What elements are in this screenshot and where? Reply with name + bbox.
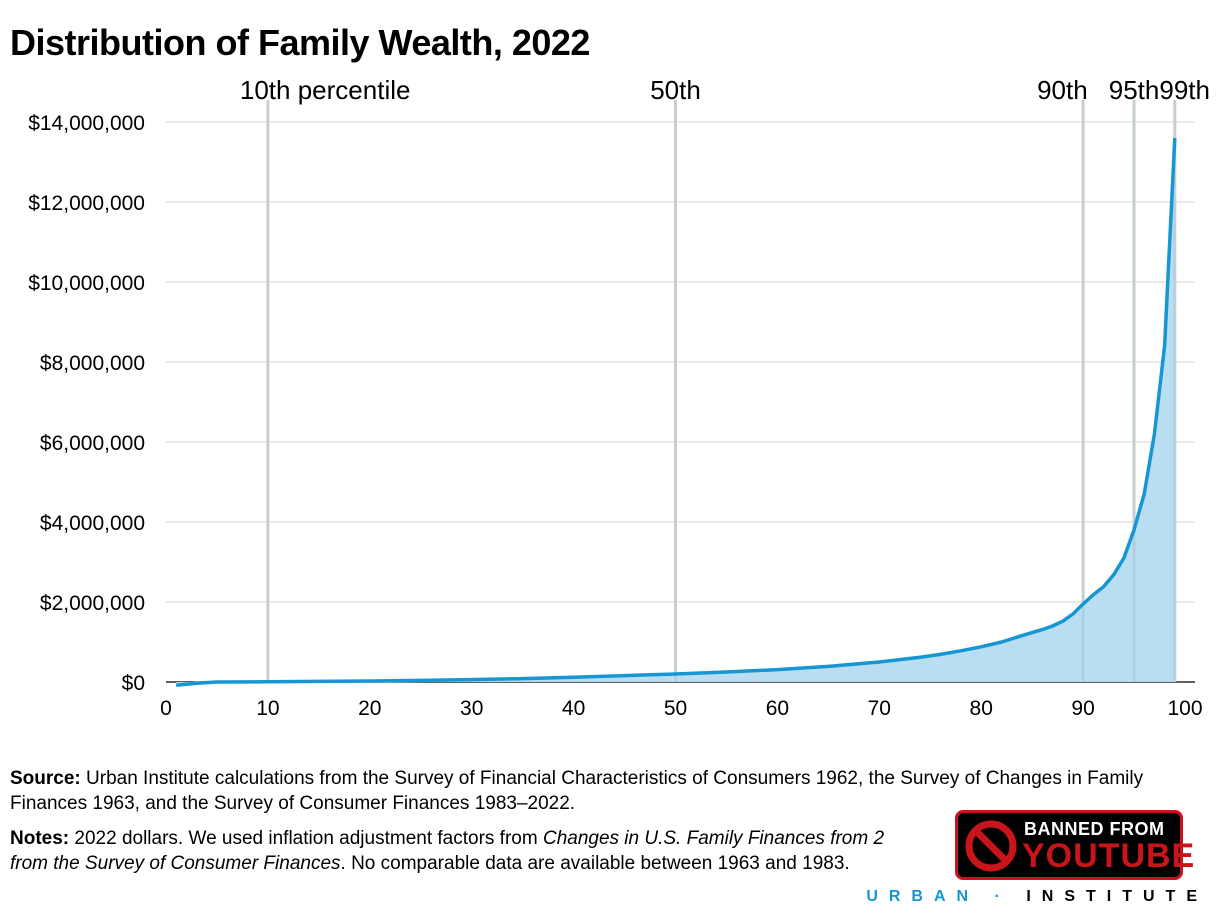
- brand-separator: ·: [994, 888, 1011, 905]
- brand-part2: INSTITUTE: [1026, 888, 1208, 905]
- percentile-label: 10th percentile: [240, 75, 411, 105]
- notes-text-3: . No comparable data are available betwe…: [340, 853, 850, 874]
- x-tick-label: 80: [970, 697, 993, 720]
- source-text: Urban Institute calculations from the Su…: [10, 768, 1144, 814]
- y-axis-ticks: $0 $2,000,000 $4,000,000 $6,000,000 $8,000,0…: [28, 112, 145, 695]
- source-label: Source:: [10, 768, 81, 789]
- x-tick-label: 0: [160, 697, 172, 720]
- percentile-marker-labels: 10th percentile 50th 90th 95th 99th: [240, 75, 1210, 105]
- y-tick-label: $10,000,000: [28, 272, 145, 295]
- prohibited-icon: [965, 820, 1017, 872]
- notes-italic-1: Changes in U.S. Family Finances from 2: [542, 828, 885, 849]
- percentile-label: 99th: [1159, 75, 1210, 105]
- x-tick-label: 50: [664, 697, 687, 720]
- notes-text-1: 2022 dollars. We used inflation adjustme…: [69, 828, 543, 849]
- x-tick-label: 60: [766, 697, 789, 720]
- percentile-marker-lines: [266, 100, 1177, 682]
- x-tick-label: 40: [562, 697, 585, 720]
- banned-badge: BANNED FROM YOUTUBE: [955, 810, 1194, 880]
- badge-line1: BANNED FROM: [1024, 819, 1165, 839]
- chart-area: 10th percentile 50th 90th 95th 99th $0 $2,000…: [28, 75, 1210, 720]
- data-area: [176, 100, 1177, 687]
- grid-lines: [166, 121, 1195, 683]
- source-note: Source: Urban Institute calculations fro…: [10, 766, 1205, 816]
- y-tick-label: $6,000,000: [40, 432, 145, 455]
- percentile-label: 95th: [1109, 75, 1160, 105]
- chart-title: Distribution of Family Wealth, 2022: [10, 22, 590, 63]
- x-axis-ticks: 0 10 20 30 40 50 60 70 80 90 100: [160, 697, 1202, 720]
- x-tick-label: 70: [868, 697, 891, 720]
- y-tick-label: $12,000,000: [28, 192, 145, 215]
- y-tick-label: $14,000,000: [28, 112, 145, 135]
- y-tick-label: $4,000,000: [40, 512, 145, 535]
- urban-institute-logo: URBAN · INSTITUTE: [866, 888, 1208, 906]
- area-fill: [176, 138, 1175, 686]
- y-tick-label: $2,000,000: [40, 592, 145, 615]
- percentile-label: 50th: [650, 75, 701, 105]
- x-tick-label: 90: [1071, 697, 1094, 720]
- notes-note: Notes: 2022 dollars. We used inflation a…: [10, 826, 1205, 876]
- x-tick-label: 20: [358, 697, 381, 720]
- badge-line2: YOUTUBE: [1022, 837, 1196, 875]
- x-tick-label: 30: [460, 697, 483, 720]
- notes-italic-2: from the Survey of Consumer Finances: [10, 853, 341, 874]
- x-tick-label: 100: [1167, 697, 1202, 720]
- notes-label: Notes:: [10, 828, 70, 849]
- y-tick-label: $8,000,000: [40, 352, 145, 375]
- y-tick-label: $0: [122, 672, 145, 695]
- x-tick-label: 10: [256, 697, 279, 720]
- brand-part1: URBAN: [866, 888, 980, 905]
- percentile-label: 90th: [1037, 75, 1088, 105]
